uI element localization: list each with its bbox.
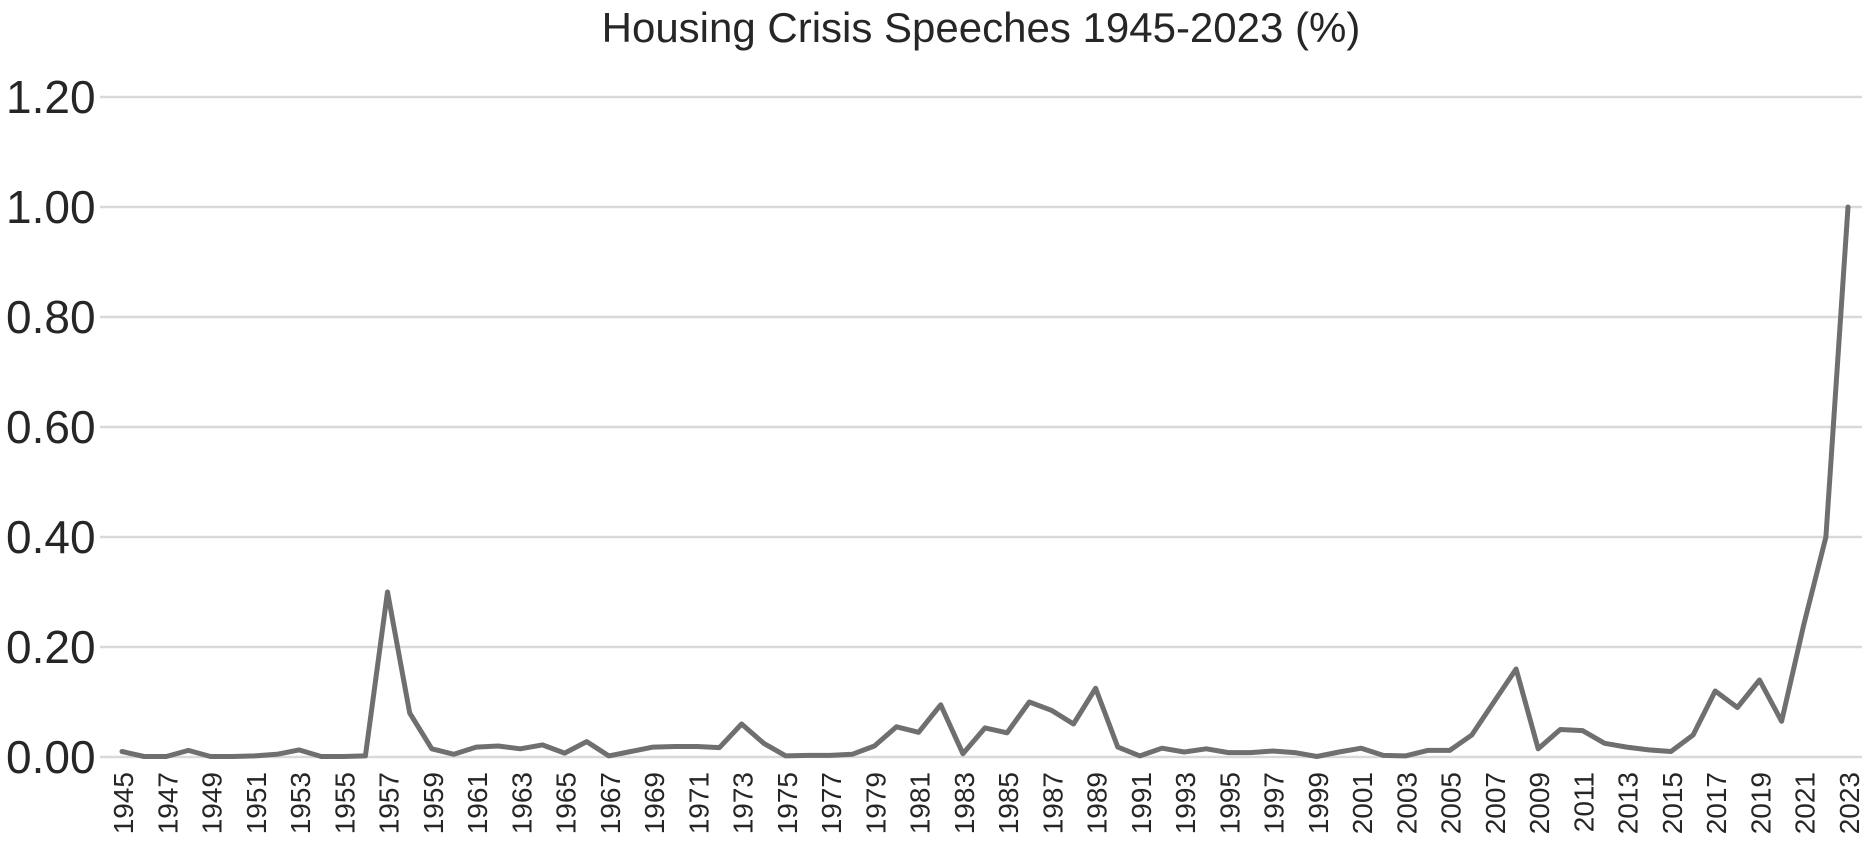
x-axis-tick-label: 1979 — [860, 772, 891, 834]
x-axis-tick-label: 2019 — [1745, 772, 1776, 834]
x-axis-tick-label: 1957 — [374, 772, 405, 834]
x-axis-tick-label: 2015 — [1657, 772, 1688, 834]
x-axis-tick-label: 2005 — [1436, 772, 1467, 834]
x-axis-tick-label: 1999 — [1303, 772, 1334, 834]
x-axis-tick-label: 1963 — [506, 772, 537, 834]
y-axis-tick-label: 1.00 — [6, 181, 96, 233]
x-axis-tick-label: 1967 — [595, 772, 626, 834]
x-axis-tick-label: 1969 — [639, 772, 670, 834]
y-axis-tick-label: 0.20 — [6, 621, 96, 673]
x-axis-tick-label: 1953 — [285, 772, 316, 834]
x-axis-tick-label: 2003 — [1391, 772, 1422, 834]
x-axis-tick-label: 2023 — [1834, 772, 1865, 834]
x-axis-tick-label: 1961 — [462, 772, 493, 834]
x-axis-tick-label: 1995 — [1214, 772, 1245, 834]
x-axis-tick-label: 1955 — [329, 772, 360, 834]
y-axis-tick-label: 0.60 — [6, 401, 96, 453]
x-axis-tick-label: 1993 — [1170, 772, 1201, 834]
x-axis-tick-label: 1977 — [816, 772, 847, 834]
x-axis-tick-label: 2013 — [1613, 772, 1644, 834]
x-axis-tick-label: 1991 — [1126, 772, 1157, 834]
x-axis-tick-label: 1983 — [949, 772, 980, 834]
x-axis-tick-label: 1971 — [683, 772, 714, 834]
x-axis-tick-label: 1945 — [108, 772, 139, 834]
x-axis-tick-label: 1965 — [551, 772, 582, 834]
y-axis-tick-label: 1.20 — [6, 71, 96, 123]
x-axis-tick-label: 1959 — [418, 772, 449, 834]
x-axis-tick-label: 1975 — [772, 772, 803, 834]
x-axis-tick-label: 2017 — [1701, 772, 1732, 834]
x-axis-tick-label: 2021 — [1790, 772, 1821, 834]
x-axis-tick-label: 1951 — [241, 772, 272, 834]
y-axis-tick-label: 0.40 — [6, 511, 96, 563]
x-axis-tick-label: 1987 — [1037, 772, 1068, 834]
x-axis-tick-label: 1973 — [728, 772, 759, 834]
chart-title: Housing Crisis Speeches 1945-2023 (%) — [601, 4, 1361, 51]
x-axis-tick-label: 1989 — [1082, 772, 1113, 834]
x-axis-tick-label: 1985 — [993, 772, 1024, 834]
x-axis-tick-label: 1947 — [152, 772, 183, 834]
x-axis-tick-label: 2001 — [1347, 772, 1378, 834]
x-axis-tick-label: 2007 — [1480, 772, 1511, 834]
data-series-line — [119, 204, 1851, 759]
x-axis-tick-label: 2009 — [1524, 772, 1555, 834]
y-axis-tick-label: 0.00 — [6, 731, 96, 783]
x-axis-tick-label: 2011 — [1568, 772, 1599, 832]
y-axis-tick-label: 0.80 — [6, 291, 96, 343]
x-axis-tick-label: 1997 — [1259, 772, 1290, 834]
x-axis-tick-label: 1981 — [905, 772, 936, 834]
x-axis-tick-label: 1949 — [197, 772, 228, 834]
